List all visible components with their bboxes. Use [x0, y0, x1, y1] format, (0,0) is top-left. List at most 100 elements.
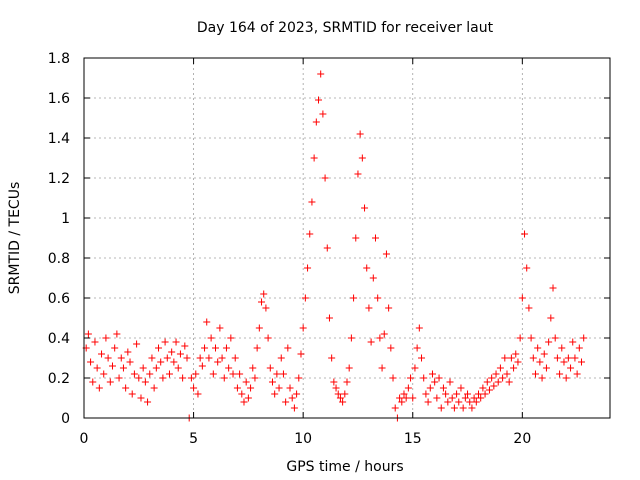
x-tick-label: 0	[80, 431, 89, 447]
data-point	[222, 344, 230, 352]
data-point	[536, 358, 544, 366]
data-point	[435, 374, 443, 382]
data-point	[251, 374, 259, 382]
data-point	[545, 338, 553, 346]
data-point	[133, 340, 141, 348]
data-point	[464, 390, 472, 398]
data-point	[558, 344, 566, 352]
data-point	[332, 384, 340, 392]
data-point	[525, 304, 533, 312]
data-point	[556, 370, 564, 378]
data-point	[119, 364, 127, 372]
data-point	[448, 394, 456, 402]
data-point	[150, 384, 158, 392]
data-point	[262, 304, 270, 312]
y-tick-label: 1.2	[48, 171, 70, 187]
data-point	[431, 378, 439, 386]
data-point	[284, 344, 292, 352]
data-point	[172, 338, 180, 346]
data-point	[492, 370, 500, 378]
data-point	[218, 354, 226, 362]
data-point	[512, 350, 520, 358]
data-point	[290, 404, 298, 412]
data-point	[503, 370, 511, 378]
y-tick-label: 1	[61, 211, 70, 227]
data-point	[444, 398, 452, 406]
data-point	[157, 358, 165, 366]
data-point	[446, 378, 454, 386]
data-point	[367, 338, 375, 346]
data-point	[282, 398, 290, 406]
data-point	[523, 264, 531, 272]
data-point	[424, 398, 432, 406]
data-point	[141, 378, 149, 386]
data-point	[102, 334, 110, 342]
data-point	[306, 230, 314, 238]
data-point	[220, 374, 228, 382]
data-point	[455, 398, 463, 406]
data-point	[196, 354, 204, 362]
data-point	[347, 334, 355, 342]
data-point	[385, 304, 393, 312]
data-point	[494, 378, 502, 386]
data-point	[328, 354, 336, 362]
data-point	[518, 294, 526, 302]
y-tick-label: 0.4	[48, 331, 70, 347]
x-tick-label: 5	[189, 431, 198, 447]
data-point	[161, 338, 169, 346]
x-axis-label: GPS time / hours	[286, 459, 403, 475]
data-point	[540, 350, 548, 358]
data-point	[398, 398, 406, 406]
data-point	[279, 370, 287, 378]
data-point	[91, 338, 99, 346]
data-point	[428, 370, 436, 378]
data-point	[260, 290, 268, 298]
data-point	[485, 386, 493, 394]
y-tick-label: 0.2	[48, 371, 70, 387]
data-point	[409, 394, 417, 402]
data-point	[216, 324, 224, 332]
data-point	[571, 354, 579, 362]
data-point	[371, 234, 379, 242]
data-point	[521, 230, 529, 238]
data-point	[187, 374, 195, 382]
data-point	[240, 398, 248, 406]
y-tick-label: 0	[61, 411, 70, 427]
data-point	[130, 370, 138, 378]
data-point	[380, 330, 388, 338]
data-point	[137, 394, 145, 402]
data-point	[317, 70, 325, 78]
data-point	[450, 404, 458, 412]
data-point	[93, 364, 101, 372]
data-point	[341, 390, 349, 398]
data-point	[165, 370, 173, 378]
data-point	[396, 394, 404, 402]
data-point	[418, 354, 426, 362]
data-point	[128, 390, 136, 398]
data-point	[538, 374, 546, 382]
data-point	[247, 384, 255, 392]
data-point	[117, 354, 125, 362]
data-point	[297, 350, 305, 358]
data-point	[499, 374, 507, 382]
data-point	[192, 370, 200, 378]
grid-lines	[84, 58, 610, 418]
data-point	[190, 384, 198, 392]
data-point	[437, 404, 445, 412]
data-point	[505, 378, 513, 386]
data-point	[293, 390, 301, 398]
data-point	[100, 370, 108, 378]
data-point	[361, 204, 369, 212]
data-point	[352, 234, 360, 242]
data-point	[299, 324, 307, 332]
data-point	[207, 334, 215, 342]
data-point	[277, 354, 285, 362]
data-point	[387, 344, 395, 352]
data-series-srmtid	[82, 70, 588, 422]
data-point	[225, 364, 233, 372]
data-point	[564, 354, 572, 362]
data-point	[168, 348, 176, 356]
data-point	[461, 394, 469, 402]
y-tick-label: 0.6	[48, 291, 70, 307]
